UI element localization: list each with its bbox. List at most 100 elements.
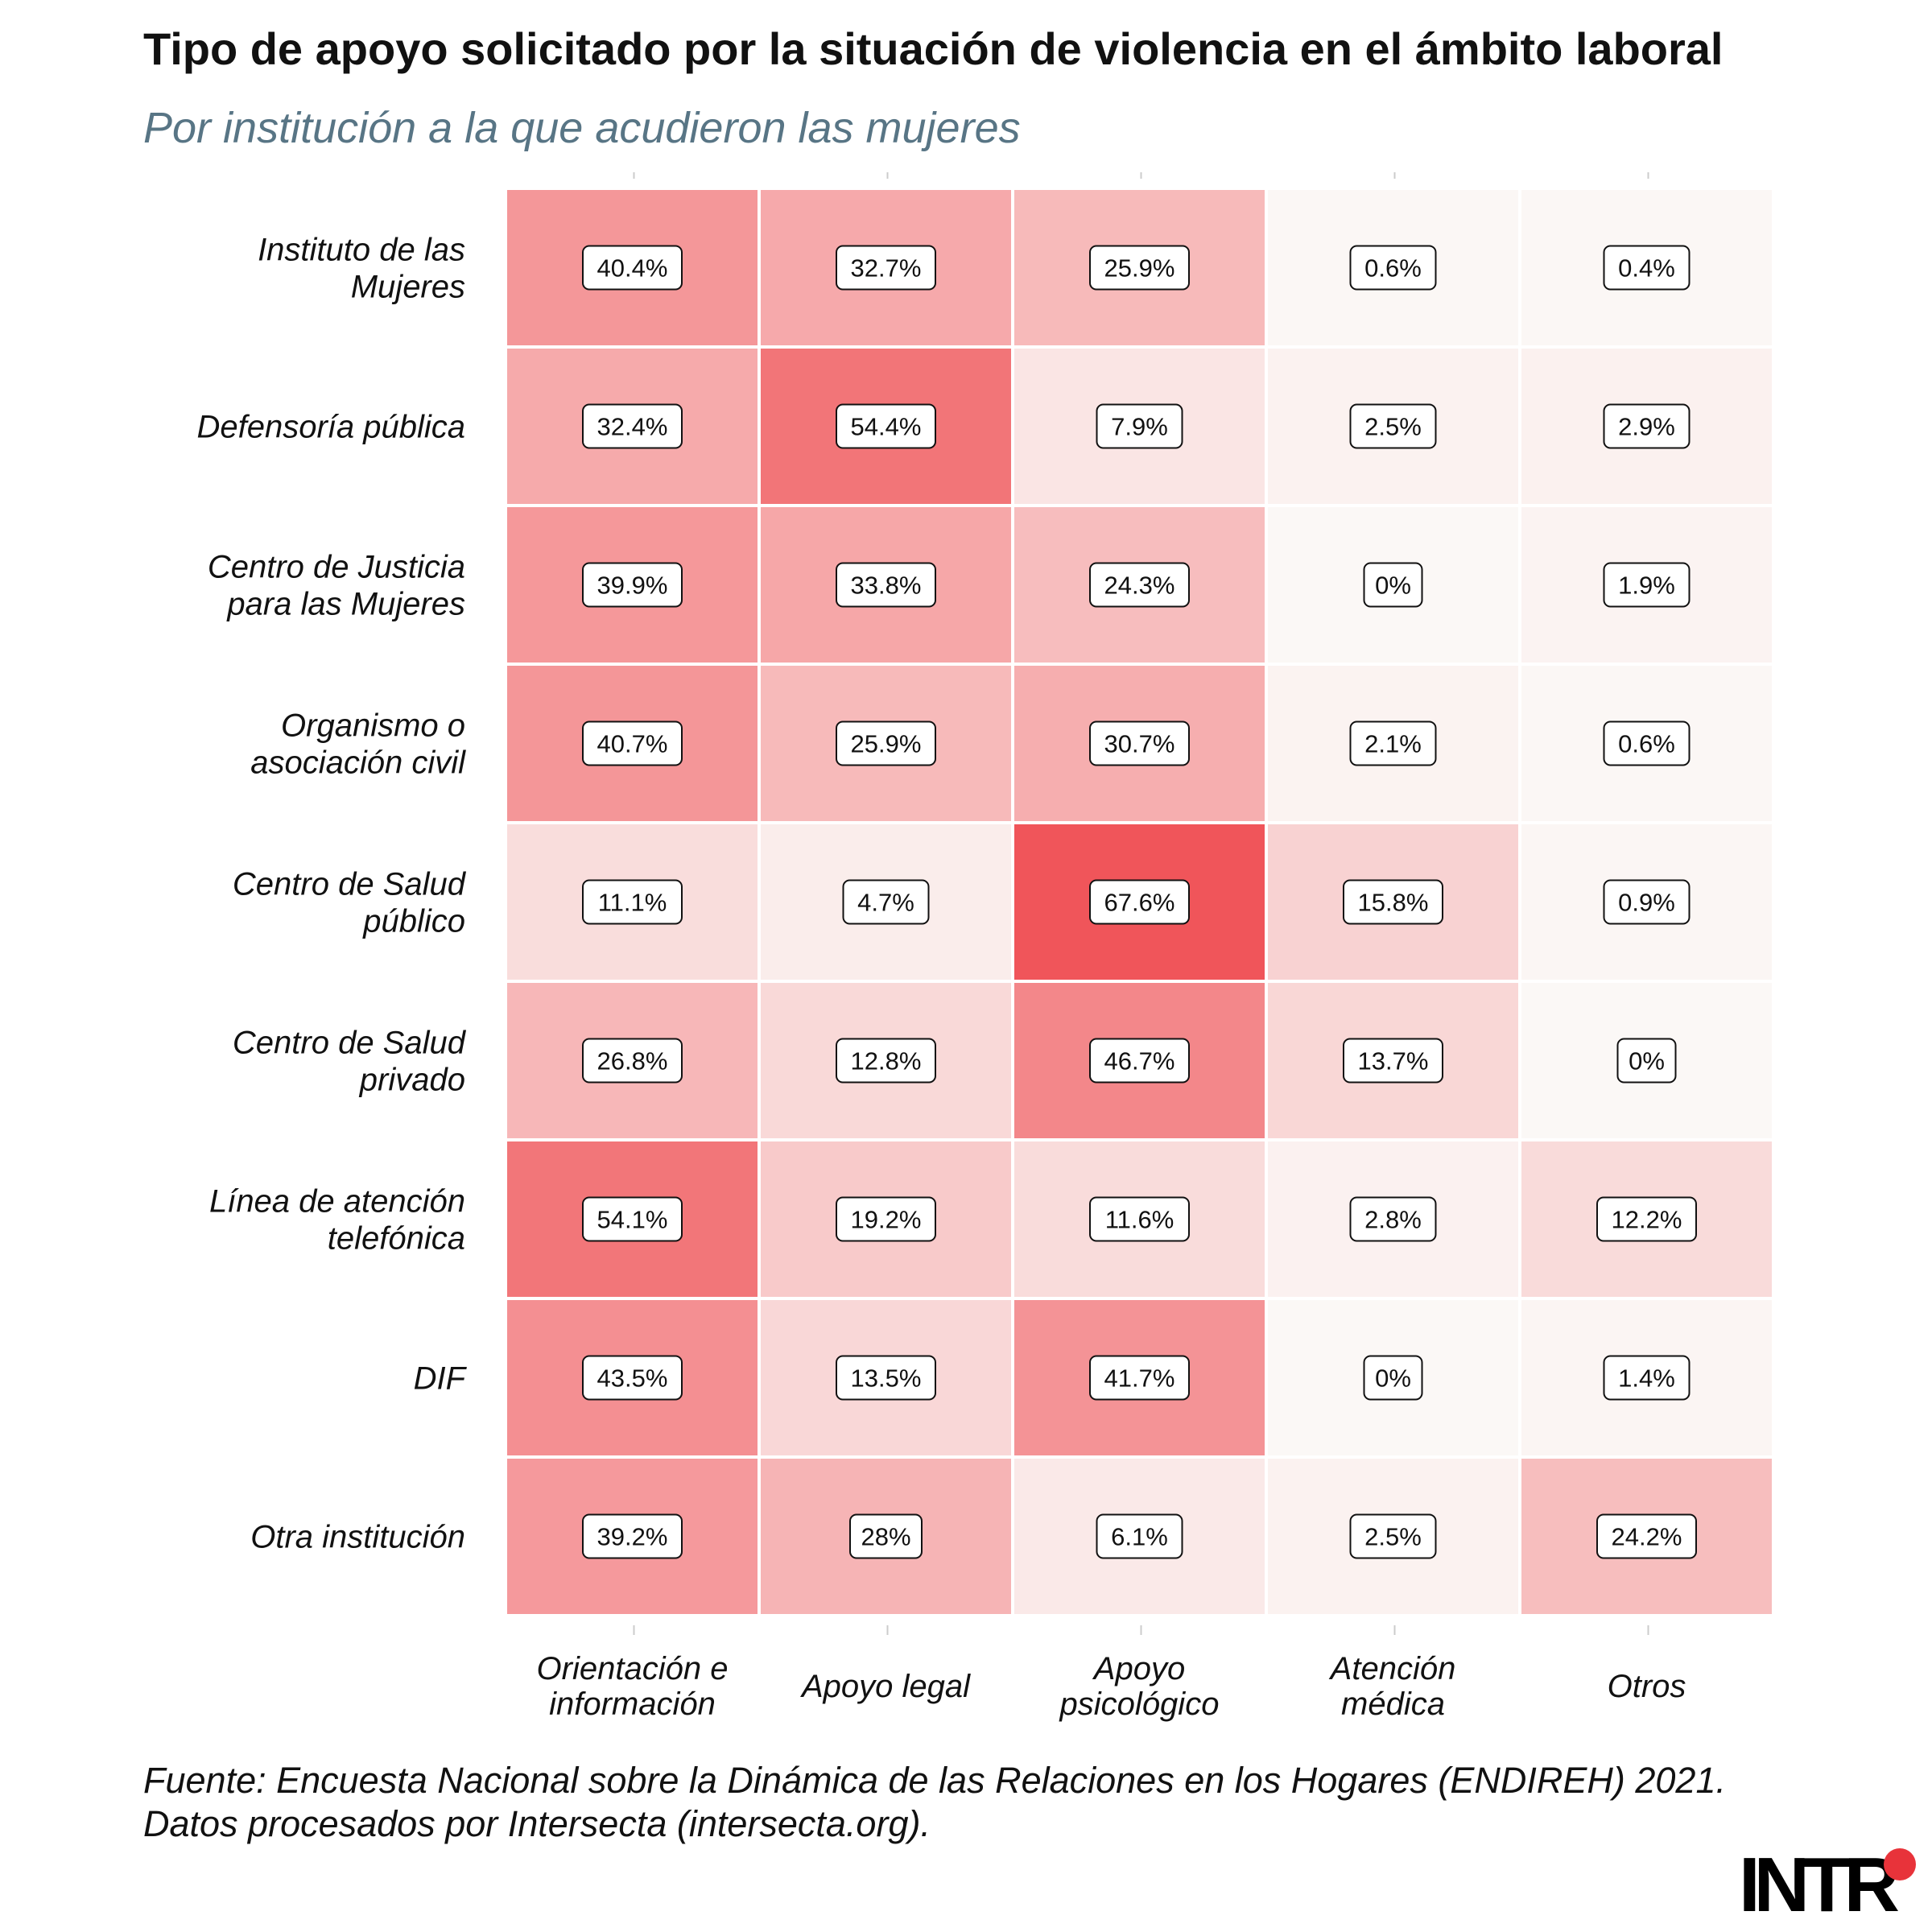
- cell-value-label: 7.9%: [1111, 413, 1168, 441]
- cell-value-label: 24.3%: [1104, 572, 1175, 600]
- cell-value-label: 2.1%: [1364, 730, 1422, 758]
- row-label: Defensoría pública: [196, 410, 465, 445]
- cell-value-label: 24.2%: [1612, 1523, 1682, 1551]
- row-label: Centro de Justicia: [208, 550, 465, 585]
- cell-label-box: [1089, 562, 1190, 608]
- cell-label-box: [1096, 1513, 1183, 1559]
- row-label: asociación civil: [250, 745, 466, 781]
- cell-value-label: 54.1%: [597, 1206, 668, 1234]
- cell-label-box: [836, 403, 936, 449]
- column-label: Apoyo legal: [800, 1669, 971, 1704]
- cell-value-label: 28%: [861, 1523, 910, 1551]
- cell-label-box: [1089, 1038, 1190, 1084]
- cell-value-label: 1.9%: [1618, 572, 1675, 600]
- row-label: para las Mujeres: [226, 587, 465, 622]
- cell-value-label: 4.7%: [857, 889, 914, 917]
- cell-value-label: 2.5%: [1364, 1523, 1422, 1551]
- cell-value-label: 0%: [1375, 1364, 1411, 1393]
- cell-value-label: 43.5%: [597, 1364, 668, 1393]
- cell-value-label: 11.1%: [598, 889, 667, 917]
- cell-value-label: 54.4%: [851, 413, 922, 441]
- cell-value-label: 25.9%: [851, 730, 922, 758]
- heatmap-chart: 40.4% 32.7% 25.9% 0.6% 0.4% 32.4% 54.4% 7.9% 2.5…: [196, 172, 1772, 1722]
- cell-label-box: [1603, 562, 1690, 608]
- source-line-2: Datos procesados por Intersecta (interse…: [143, 1803, 931, 1844]
- cell-value-label: 26.8%: [597, 1047, 668, 1075]
- cell-label-box: [1089, 720, 1190, 766]
- cell-label-box: [1603, 245, 1690, 291]
- column-label: Atención: [1329, 1651, 1456, 1686]
- source-note: Fuente: Encuesta Nacional sobre la Dinám…: [143, 1759, 1726, 1846]
- cell-label-box: [1343, 1038, 1443, 1084]
- cell-label-box: [836, 1038, 936, 1084]
- cell-label-box: [1349, 1513, 1437, 1559]
- cell-value-label: 0.6%: [1364, 254, 1422, 283]
- cell-label-box: [1603, 403, 1690, 449]
- cell-value-label: 39.9%: [597, 572, 668, 600]
- cell-value-label: 0%: [1375, 572, 1411, 600]
- cell-label-box: [1089, 1196, 1190, 1242]
- cell-value-label: 6.1%: [1111, 1523, 1168, 1551]
- cell-value-label: 15.8%: [1358, 889, 1429, 917]
- column-label: Orientación e: [537, 1651, 729, 1686]
- cell-label-box: [582, 562, 683, 608]
- cell-value-label: 13.7%: [1358, 1047, 1429, 1075]
- cell-label-box: [1349, 245, 1437, 291]
- row-label: Mujeres: [351, 270, 465, 305]
- cell-label-box: [1349, 403, 1437, 449]
- cell-label-box: [582, 1513, 683, 1559]
- cell-label-box: [582, 245, 683, 291]
- cell-value-label: 0%: [1629, 1047, 1665, 1075]
- cell-value-label: 32.4%: [597, 413, 668, 441]
- cell-label-box: [1603, 720, 1690, 766]
- cell-value-label: 46.7%: [1104, 1047, 1175, 1075]
- axis-ticks: [633, 172, 1649, 1635]
- cell-value-label: 19.2%: [851, 1206, 922, 1234]
- cell-label-box: [836, 245, 936, 291]
- row-label: Centro de Salud: [233, 1026, 467, 1061]
- cell-value-label: 33.8%: [851, 572, 922, 600]
- cell-label-box: [1343, 879, 1443, 925]
- cell-value-label: 32.7%: [851, 254, 922, 283]
- cell-label-box: [836, 562, 936, 608]
- cell-value-label: 2.9%: [1618, 413, 1675, 441]
- cell-label-box: [1096, 403, 1183, 449]
- row-label: Organismo o: [281, 708, 465, 744]
- cell-label-box: [1363, 1355, 1423, 1401]
- cell-value-label: 2.8%: [1364, 1206, 1422, 1234]
- cell-label-box: [1089, 245, 1190, 291]
- cell-value-label: 0.6%: [1618, 730, 1675, 758]
- logo-dot: [1884, 1848, 1916, 1880]
- row-label: DIF: [414, 1361, 468, 1397]
- row-label: Instituto de las: [258, 233, 465, 268]
- cell-label-box: [1349, 720, 1437, 766]
- cell-value-label: 11.6%: [1105, 1206, 1174, 1234]
- cell-label-box: [582, 1038, 683, 1084]
- cell-value-label: 13.5%: [851, 1364, 922, 1393]
- row-label: público: [362, 904, 465, 939]
- cell-label-box: [1596, 1513, 1697, 1559]
- row-label: privado: [359, 1063, 465, 1098]
- column-label: Otros: [1608, 1669, 1686, 1704]
- column-label: información: [549, 1686, 716, 1722]
- cell-value-label: 2.5%: [1364, 413, 1422, 441]
- cell-label-box: [582, 403, 683, 449]
- cell-label-box: [1603, 1355, 1690, 1401]
- intersecta-logo: INTR: [1739, 1845, 1916, 1926]
- column-label: psicológico: [1059, 1686, 1220, 1722]
- cell-value-label: 0.9%: [1618, 889, 1675, 917]
- cell-value-label: 40.7%: [597, 730, 668, 758]
- row-label: telefónica: [328, 1221, 465, 1257]
- chart-title: Tipo de apoyo solicitado por la situació…: [143, 23, 1724, 74]
- cell-value-label: 12.8%: [851, 1047, 922, 1075]
- cell-label-box: [1363, 562, 1423, 608]
- cell-label-box: [1089, 879, 1190, 925]
- heatmap-cells: 40.4% 32.7% 25.9% 0.6% 0.4% 32.4% 54.4% 7.9% 2.5…: [507, 190, 1772, 1614]
- source-line-1: Fuente: Encuesta Nacional sobre la Dinám…: [143, 1760, 1726, 1801]
- cell-label-box: [1596, 1196, 1697, 1242]
- cell-value-label: 0.4%: [1618, 254, 1675, 283]
- cell-value-label: 25.9%: [1104, 254, 1175, 283]
- cell-label-box: [842, 879, 930, 925]
- row-label: Línea de atención: [209, 1184, 465, 1220]
